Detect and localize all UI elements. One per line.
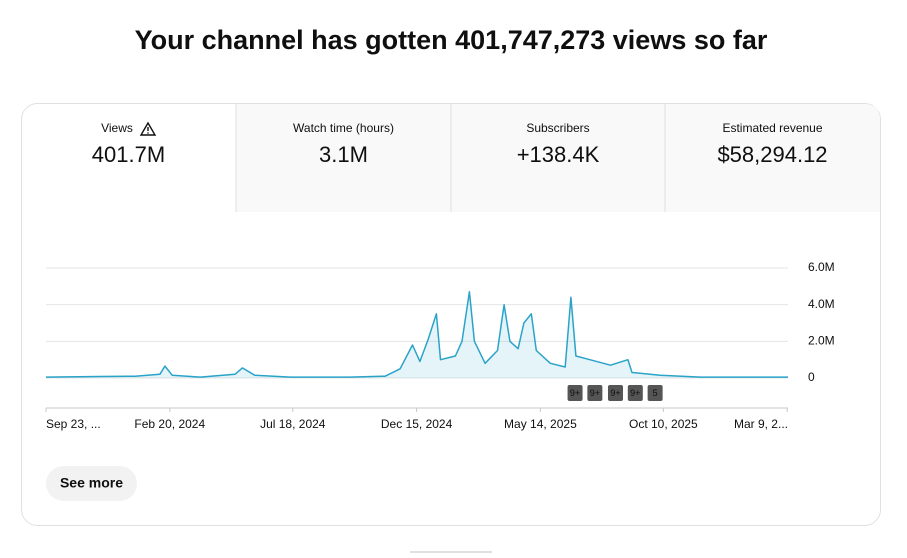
x-tick-label: Sep 23, ... — [46, 417, 101, 431]
x-tick-label: Oct 10, 2025 — [629, 417, 698, 431]
y-tick-label: 4.0M — [808, 297, 835, 311]
annotation-badge[interactable] — [647, 385, 663, 401]
y-tick-label: 0 — [808, 370, 815, 384]
see-more-button[interactable] — [46, 466, 137, 501]
see-more-label[interactable]: See more — [60, 475, 123, 491]
y-tick-label: 2.0M — [808, 334, 835, 348]
tab-label[interactable]: Estimated revenue — [722, 121, 822, 135]
annotation-badge[interactable] — [587, 385, 603, 401]
tab-label[interactable]: Subscribers — [526, 121, 589, 135]
annotation-badge[interactable] — [607, 385, 623, 401]
annotation-badge[interactable] — [627, 385, 643, 401]
x-tick-label: Dec 15, 2024 — [381, 417, 453, 431]
tab-value[interactable]: 3.1M — [319, 142, 368, 167]
y-tick-label: 6.0M — [808, 260, 835, 274]
x-tick-label: Feb 20, 2024 — [134, 417, 205, 431]
annotation-label[interactable]: 9+ — [630, 388, 640, 398]
tab-value[interactable]: $58,294.12 — [717, 142, 827, 167]
annotation-label[interactable]: 9+ — [570, 388, 580, 398]
x-tick-label: May 14, 2025 — [504, 417, 577, 431]
warning-icon — [139, 121, 157, 136]
annotation-badge[interactable] — [567, 385, 583, 401]
area — [46, 291, 788, 378]
annotation-label[interactable]: 9+ — [590, 388, 600, 398]
x-tick-label: Jul 18, 2024 — [260, 417, 326, 431]
tab-value[interactable]: +138.4K — [517, 142, 600, 167]
annotation-label[interactable]: 5 — [653, 388, 658, 398]
line — [45, 291, 788, 378]
tab-label[interactable]: Views — [101, 121, 133, 135]
tab-value[interactable]: 401.7M — [92, 142, 165, 167]
tab-background — [236, 104, 880, 212]
annotation-label[interactable]: 9+ — [610, 388, 620, 398]
tab-label[interactable]: Watch time (hours) — [293, 121, 394, 135]
page-title: Your channel has gotten 401,747,273 view… — [135, 25, 768, 55]
x-tick-label: Mar 9, 2... — [734, 417, 788, 431]
